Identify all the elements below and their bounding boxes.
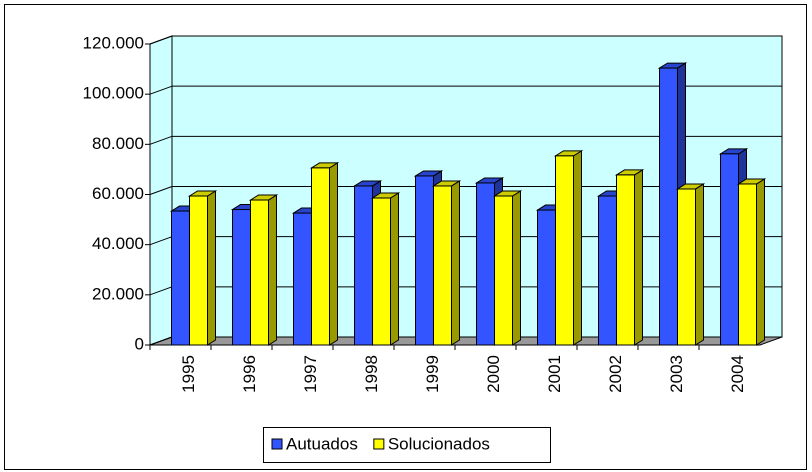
grid-line — [149, 236, 173, 246]
bar — [677, 188, 696, 346]
bar — [250, 199, 269, 346]
bar-side — [634, 169, 643, 346]
legend-box — [263, 427, 551, 463]
legend-swatch — [373, 438, 385, 450]
bar-side — [329, 162, 338, 346]
bar-side — [695, 183, 704, 346]
x-tick-label: 2003 — [667, 355, 686, 393]
grid-line — [149, 186, 173, 195]
bar-side — [268, 194, 277, 346]
bar — [372, 197, 391, 346]
bar — [494, 195, 513, 346]
grid-line — [149, 135, 173, 145]
x-tick-label: 2000 — [484, 355, 503, 393]
bar-side — [573, 149, 582, 346]
y-tick-label: 80.000 — [92, 134, 144, 153]
y-tick-label: 20.000 — [92, 284, 144, 303]
bar — [476, 182, 495, 346]
bar — [598, 195, 617, 346]
bar — [311, 167, 330, 346]
bar — [616, 174, 635, 346]
bar-side — [207, 190, 216, 346]
bar — [433, 185, 452, 346]
x-tick-label: 1999 — [423, 355, 442, 393]
bar — [738, 183, 757, 346]
bar — [293, 212, 312, 346]
y-tick-label: 120.000 — [83, 33, 144, 52]
x-tick-label: 2002 — [606, 355, 625, 393]
bar — [659, 67, 678, 346]
legend-label: Solucionados — [388, 434, 490, 453]
bar — [171, 210, 190, 346]
y-tick-label: 60.000 — [92, 184, 144, 203]
x-tick-label: 2001 — [545, 355, 564, 393]
x-tick-label: 1995 — [179, 355, 198, 393]
bar-side — [756, 178, 765, 346]
grid-line — [149, 286, 173, 296]
y-tick-label: 40.000 — [92, 234, 144, 253]
bar-side — [451, 180, 460, 346]
legend-swatch — [271, 438, 283, 450]
bar — [720, 153, 739, 346]
grid-line — [149, 336, 173, 346]
legend-label: Autuados — [286, 434, 358, 453]
bar — [537, 209, 556, 346]
x-tick-label: 1997 — [301, 355, 320, 393]
bar-side — [390, 192, 399, 346]
bar — [232, 209, 251, 346]
x-tick-label: 1996 — [240, 355, 259, 393]
bar — [415, 175, 434, 346]
bar — [354, 185, 373, 346]
y-tick-label: 100.000 — [83, 84, 144, 103]
x-tick-label: 2004 — [728, 355, 747, 393]
bar — [555, 155, 574, 346]
grid-line — [149, 85, 173, 95]
bar — [189, 195, 208, 346]
x-tick-label: 1998 — [362, 355, 381, 393]
bar-side — [512, 190, 521, 346]
y-tick-label: 0 — [135, 334, 144, 353]
grid-line — [149, 35, 173, 45]
